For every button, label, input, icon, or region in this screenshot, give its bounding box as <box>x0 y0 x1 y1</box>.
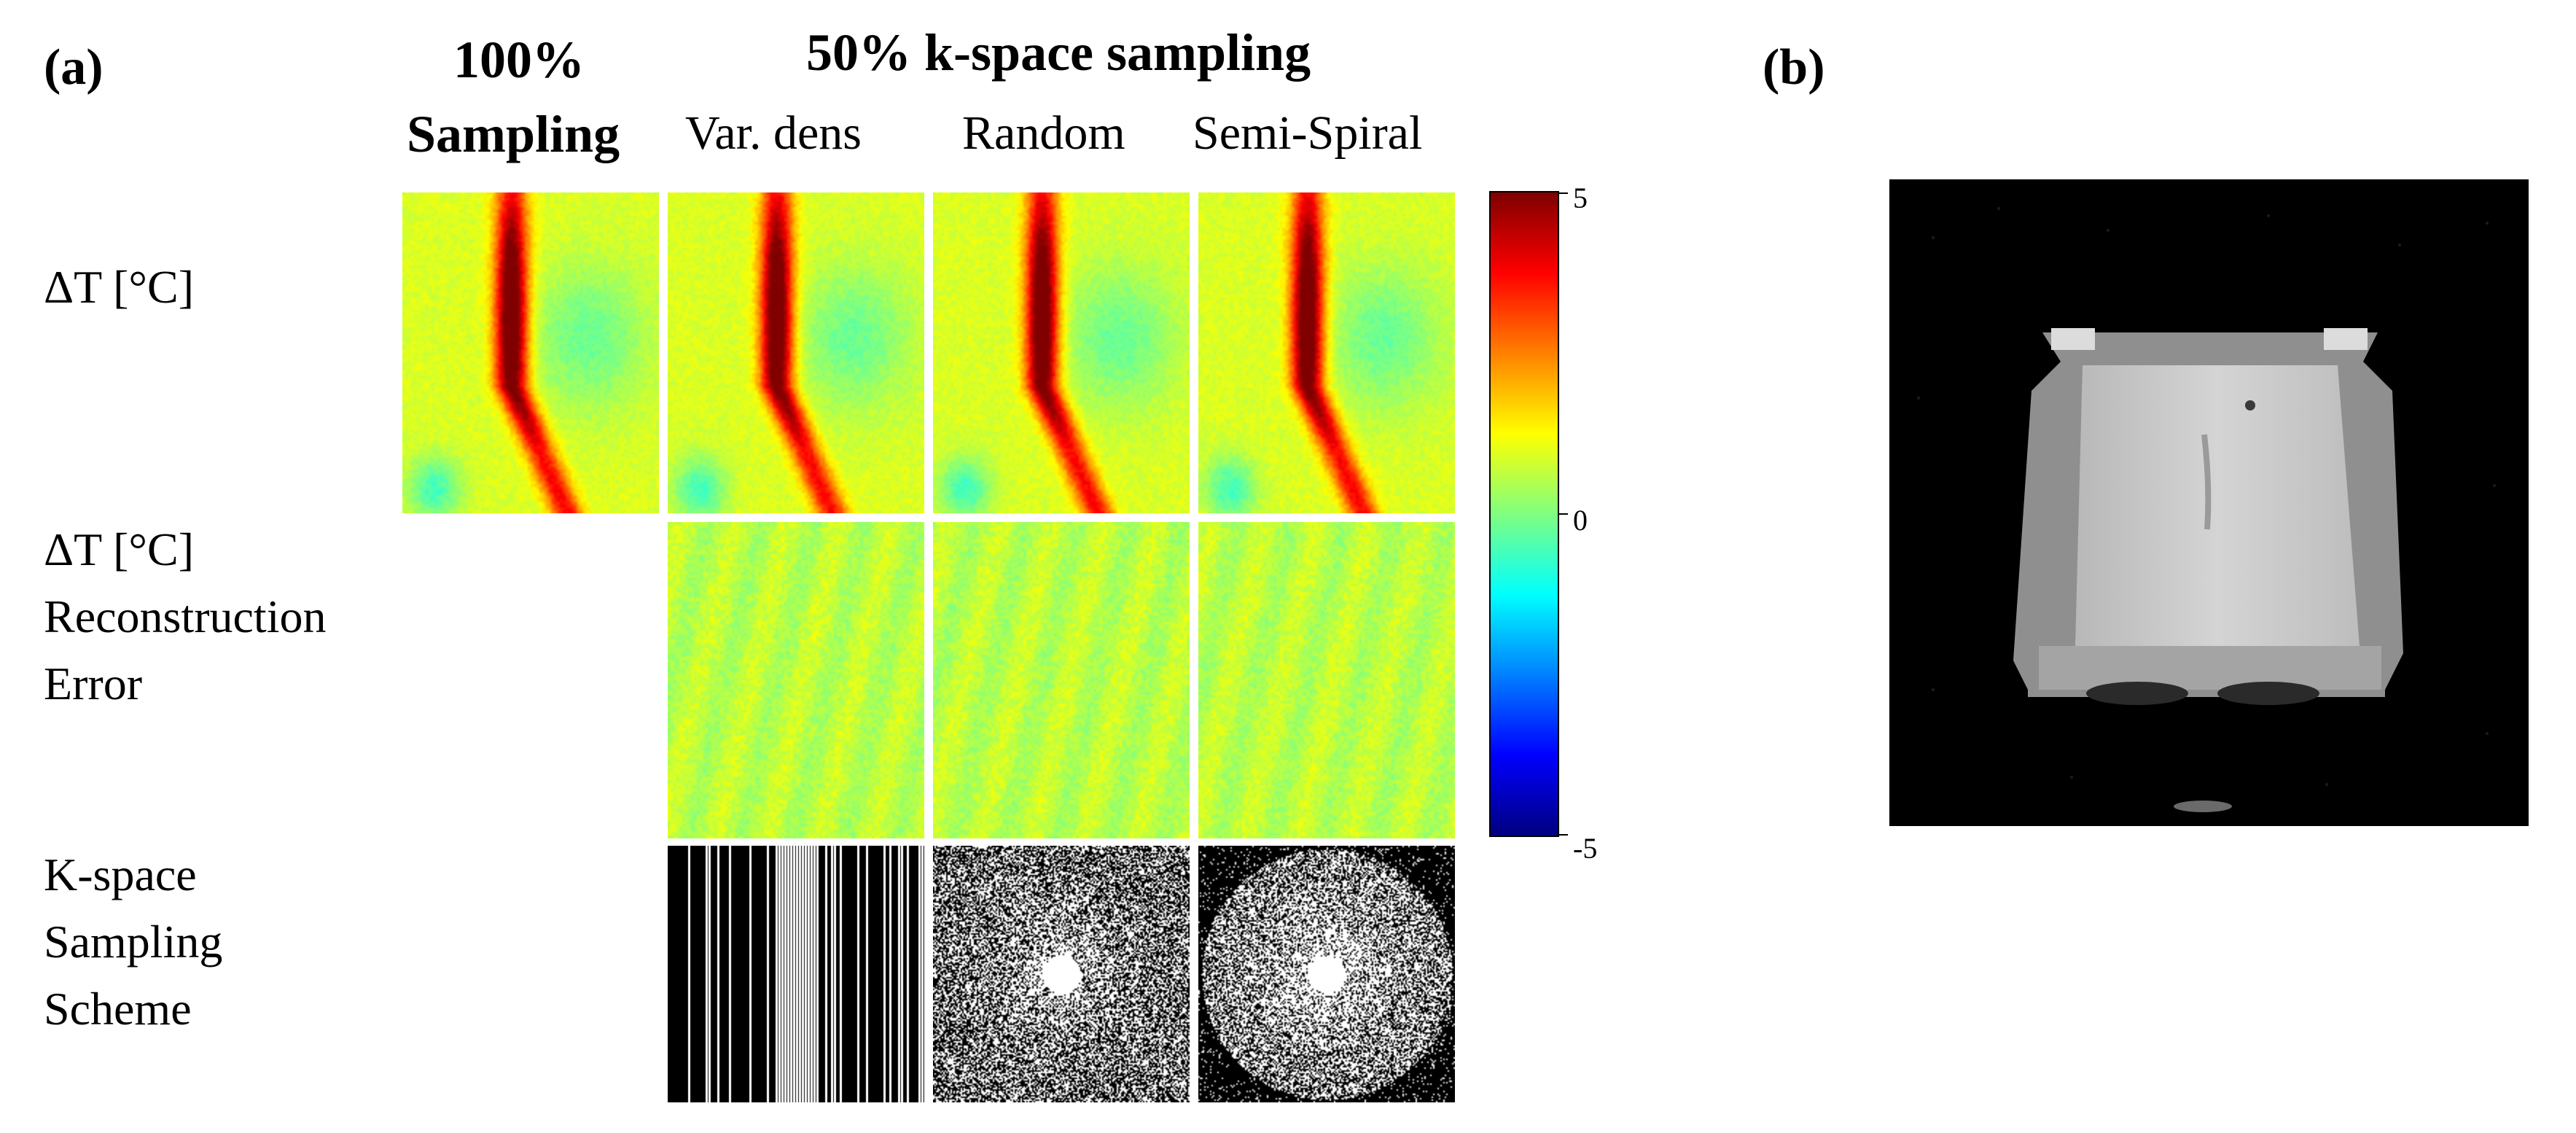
col-random: Random <box>962 106 1125 160</box>
temp-map-var-dens <box>668 192 924 513</box>
kspace-mask-semi-spiral <box>1198 846 1455 1102</box>
row-label-kspace-line1: K-space <box>44 849 197 900</box>
colorbar <box>1489 191 1559 837</box>
col-full-line2: Sampling <box>407 105 620 163</box>
row-label-kspace-line2: Sampling <box>44 916 223 967</box>
col-semi-spiral: Semi-Spiral <box>1193 106 1423 160</box>
row-label-kspace-line3: Scheme <box>44 983 192 1035</box>
row-label-error: ΔT [°C] Reconstruction Error <box>44 516 326 717</box>
row-label-temp: ΔT [°C] <box>44 254 194 321</box>
colorbar-tick-min <box>1559 834 1568 836</box>
group-title: 50% k-space sampling <box>806 23 1311 82</box>
row-label-temp-line1: ΔT [°C] <box>44 261 194 313</box>
error-map-semi-spiral <box>1198 522 1455 838</box>
panel-a-label: (a) <box>44 39 104 96</box>
colorbar-label-max: 5 <box>1573 182 1588 214</box>
colorbar-label-mid: 0 <box>1573 504 1588 537</box>
row-label-kspace: K-space Sampling Scheme <box>44 841 222 1043</box>
temp-map-full <box>402 192 659 513</box>
mri-phantom-graphic <box>1889 179 2529 826</box>
error-map-var-dens <box>668 522 924 838</box>
panel-b-label: (b) <box>1763 39 1825 96</box>
colorbar-label-min: -5 <box>1573 832 1598 865</box>
row-label-error-line1: ΔT [°C] <box>44 523 194 575</box>
kspace-mask-var-dens <box>668 846 924 1102</box>
mri-magnitude-image <box>1889 179 2529 826</box>
col-full-line1: 100% <box>453 31 585 89</box>
colorbar-tick-mid <box>1559 513 1568 515</box>
col-var-dens: Var. dens <box>685 106 862 160</box>
temp-map-semi-spiral <box>1198 192 1455 513</box>
row-label-error-line2: Reconstruction <box>44 591 327 642</box>
kspace-mask-random <box>933 846 1190 1102</box>
error-map-random <box>933 522 1190 838</box>
colorbar-tick-max <box>1559 192 1568 194</box>
row-label-error-line3: Error <box>44 658 143 709</box>
temp-map-random <box>933 192 1190 513</box>
